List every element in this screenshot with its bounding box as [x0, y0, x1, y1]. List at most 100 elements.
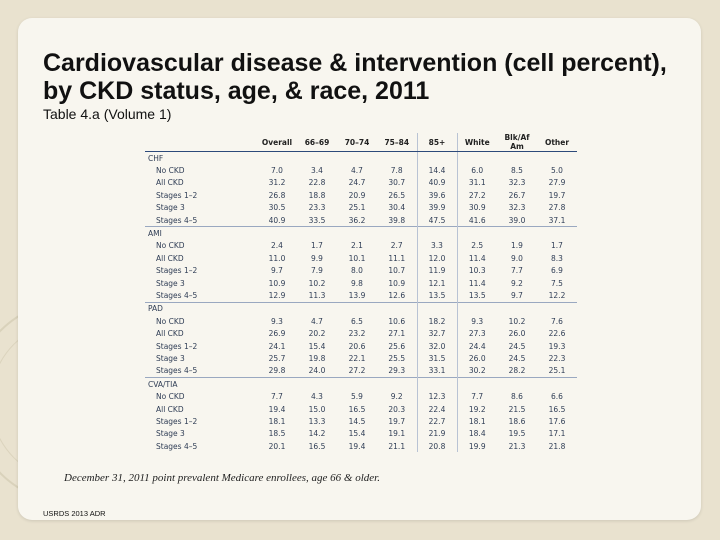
- slide-subtitle: Table 4.a (Volume 1): [43, 106, 172, 122]
- table-cell: 27.2: [348, 366, 366, 376]
- table-cell: 26.8: [268, 190, 286, 200]
- table-cell: 47.5: [416, 213, 457, 227]
- row-label: Stages 4–5: [156, 290, 198, 300]
- table-group-row: CVA/TIA: [145, 377, 577, 391]
- column-header-label: [145, 133, 257, 152]
- table-cell: 9.7: [511, 290, 523, 300]
- table-cell: 11.0: [268, 253, 286, 263]
- empty-cell: [377, 151, 417, 165]
- data-table-container: Overall 66–69 70–74 75–84 85+ White Blk/Af Am O…: [145, 133, 577, 453]
- table-cell: 32.3: [508, 203, 526, 213]
- table-cell: 8.0: [351, 266, 363, 276]
- table-cell: 21.9: [416, 427, 457, 440]
- table-cell: 30.2: [456, 364, 497, 378]
- table-cell: 15.4: [348, 429, 366, 439]
- empty-cell: [377, 301, 417, 316]
- empty-cell: [497, 377, 537, 391]
- table-cell: 11.4: [456, 252, 497, 265]
- row-label: Stages 4–5: [156, 366, 198, 376]
- table-row: Stages 1–2 26.8 18.8 20.9 26.5 39.6 27.2 26.7 19…: [145, 189, 577, 202]
- table-cell: 39.9: [416, 201, 457, 214]
- empty-cell: [537, 226, 577, 240]
- table-cell: 27.2: [456, 189, 497, 202]
- table-row: No CKD 9.3 4.7 6.5 10.6 18.2 9.3 10.2 7.6: [145, 315, 577, 328]
- table-cell: 22.1: [348, 353, 366, 363]
- table-cell: 9.2: [390, 392, 403, 402]
- table-cell: 12.6: [388, 290, 406, 300]
- table-cell: 20.1: [268, 441, 286, 451]
- column-header: White: [456, 133, 497, 152]
- table-cell: 14.5: [348, 416, 366, 426]
- table-cell: 6.6: [551, 392, 563, 402]
- table-cell: 30.5: [268, 203, 286, 213]
- table-cell: 20.3: [388, 404, 406, 414]
- table-cell: 19.3: [548, 341, 566, 351]
- row-label: Stage 3: [156, 429, 185, 439]
- table-cell: 10.9: [388, 278, 406, 288]
- table-cell: 3.4: [311, 166, 323, 176]
- table-cell: 40.9: [268, 215, 286, 225]
- empty-cell: [537, 301, 577, 316]
- table-cell: 21.8: [548, 441, 566, 451]
- row-label: Stages 4–5: [156, 441, 198, 451]
- table-cell: 29.3: [388, 366, 406, 376]
- table-cell: 16.5: [308, 441, 326, 451]
- row-label: Stage 3: [156, 353, 185, 363]
- table-row: Stages 1–2 18.1 13.3 14.5 19.7 22.7 18.1 18.6 17…: [145, 415, 577, 428]
- table-cell: 24.4: [456, 339, 497, 353]
- table-cell: 11.1: [388, 253, 406, 263]
- table-cell: 5.0: [551, 166, 563, 176]
- empty-cell: [497, 301, 537, 316]
- table-cell: 6.0: [456, 164, 497, 177]
- table-cell: 15.0: [308, 404, 326, 414]
- table-row: Stage 3 25.7 19.8 22.1 25.5 31.5 26.0 24.5 22.3: [145, 352, 577, 365]
- table-cell: 21.1: [388, 441, 406, 451]
- table-cell: 40.9: [416, 176, 457, 190]
- column-header: 75–84: [377, 133, 417, 152]
- empty-cell: [297, 301, 337, 316]
- table-row: Stages 4–5 12.9 11.3 13.9 12.6 13.5 13.5 9.7 12.…: [145, 289, 577, 303]
- footnote: December 31, 2011 point prevalent Medica…: [64, 472, 380, 484]
- table-cell: 19.9: [456, 439, 497, 453]
- table-cell: 10.2: [308, 278, 326, 288]
- table-row: No CKD 7.7 4.3 5.9 9.2 12.3 7.7 8.6 6.6: [145, 390, 577, 403]
- table-cell: 19.7: [388, 416, 406, 426]
- table-cell: 4.7: [351, 166, 363, 176]
- table-row: Stages 4–5 20.1 16.5 19.4 21.1 20.8 19.9 21.3 21…: [145, 439, 577, 453]
- row-label: All CKD: [156, 404, 184, 414]
- table-cell: 36.2: [348, 215, 366, 225]
- row-label: No CKD: [156, 316, 185, 326]
- empty-cell: [297, 377, 337, 391]
- table-cell: 9.3: [271, 316, 283, 326]
- table-group-row: CHF: [145, 151, 577, 165]
- table-cell: 7.7: [271, 392, 283, 402]
- row-label: No CKD: [156, 241, 185, 251]
- table-cell: 30.9: [456, 201, 497, 214]
- table-cell: 26.7: [508, 190, 526, 200]
- empty-cell: [257, 226, 297, 240]
- table-cell: 32.0: [416, 339, 457, 353]
- table-cell: 8.3: [551, 253, 563, 263]
- table-cell: 14.4: [416, 164, 457, 177]
- table-cell: 32.7: [416, 327, 457, 340]
- column-header: Overall: [257, 133, 297, 152]
- empty-cell: [497, 151, 537, 165]
- empty-cell: [257, 301, 297, 316]
- table-cell: 18.2: [416, 315, 457, 328]
- empty-cell: [456, 301, 497, 316]
- table-cell: 7.7: [456, 390, 497, 403]
- table-cell: 10.7: [388, 266, 406, 276]
- table-cell: 22.4: [416, 402, 457, 416]
- table-cell: 24.5: [508, 353, 526, 363]
- empty-cell: [497, 226, 537, 240]
- table-cell: 7.0: [271, 166, 283, 176]
- group-label: PAD: [145, 301, 257, 316]
- empty-cell: [416, 377, 457, 391]
- table-cell: 18.4: [456, 427, 497, 440]
- column-header: Blk/Af Am: [497, 133, 537, 152]
- row-label: Stage 3: [156, 278, 185, 288]
- table-cell: 18.1: [456, 415, 497, 428]
- table-cell: 39.0: [508, 215, 526, 225]
- group-label: CHF: [145, 151, 257, 165]
- table-cell: 25.1: [348, 203, 366, 213]
